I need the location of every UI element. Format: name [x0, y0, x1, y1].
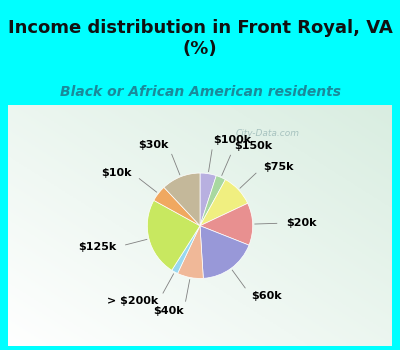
Text: City-Data.com: City-Data.com: [236, 130, 300, 139]
Text: $10k: $10k: [101, 168, 132, 178]
Wedge shape: [200, 180, 248, 226]
Wedge shape: [200, 176, 225, 226]
Text: $40k: $40k: [153, 306, 184, 316]
Text: $150k: $150k: [234, 141, 272, 152]
Wedge shape: [147, 200, 200, 270]
Wedge shape: [178, 226, 203, 279]
Text: $30k: $30k: [138, 140, 168, 150]
Text: $125k: $125k: [78, 242, 116, 252]
Wedge shape: [200, 203, 253, 245]
Wedge shape: [200, 173, 216, 226]
Text: Black or African American residents: Black or African American residents: [60, 85, 340, 99]
Wedge shape: [154, 187, 200, 226]
Wedge shape: [200, 226, 249, 278]
Text: Income distribution in Front Royal, VA
(%): Income distribution in Front Royal, VA (…: [8, 19, 392, 58]
Text: $75k: $75k: [263, 162, 294, 172]
Text: $20k: $20k: [286, 218, 317, 228]
Text: $100k: $100k: [214, 135, 252, 146]
Wedge shape: [164, 173, 200, 226]
Text: $60k: $60k: [251, 290, 281, 301]
Wedge shape: [172, 226, 200, 273]
Text: > $200k: > $200k: [107, 296, 158, 306]
